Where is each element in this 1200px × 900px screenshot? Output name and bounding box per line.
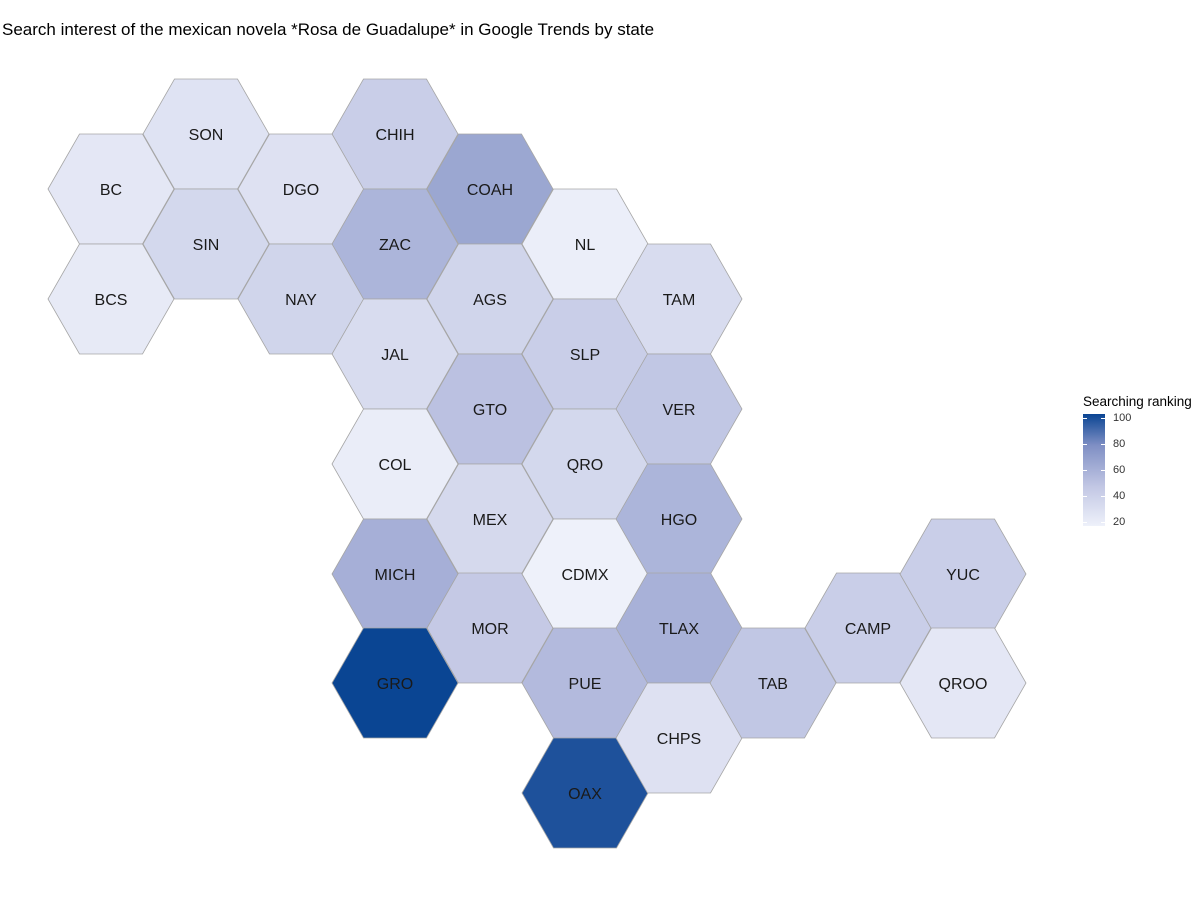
state-hex-col: COL bbox=[331, 408, 459, 520]
state-label: COAH bbox=[467, 182, 513, 199]
state-label: QROO bbox=[939, 676, 988, 693]
state-label: HGO bbox=[661, 512, 697, 529]
state-label: MICH bbox=[375, 567, 416, 584]
legend-color-bar bbox=[1083, 414, 1105, 526]
state-hex-shape bbox=[47, 243, 175, 355]
state-label: SON bbox=[189, 127, 224, 144]
state-hex-gro: GRO bbox=[331, 627, 459, 739]
state-hex-tlax: TLAX bbox=[615, 572, 743, 684]
state-label: CAMP bbox=[845, 621, 891, 638]
state-label: GRO bbox=[377, 676, 413, 693]
state-label: CHPS bbox=[657, 731, 701, 748]
state-label: NAY bbox=[285, 292, 317, 309]
state-hex-shape bbox=[709, 627, 837, 739]
legend-tick-label: 60 bbox=[1113, 464, 1126, 476]
legend-body: 100 80 60 40 20 bbox=[1083, 412, 1200, 528]
state-label: SLP bbox=[570, 347, 600, 364]
state-hex-slp: SLP bbox=[521, 298, 649, 410]
legend: Searching ranking 100 80 60 40 20 bbox=[1083, 394, 1200, 528]
state-hex-yuc: YUC bbox=[899, 518, 1027, 630]
state-hex-sin: SIN bbox=[142, 188, 270, 300]
state-label: QRO bbox=[567, 457, 603, 474]
state-label: DGO bbox=[283, 182, 319, 199]
state-label: JAL bbox=[381, 347, 409, 364]
state-label: CHIH bbox=[375, 127, 414, 144]
state-hex-shape bbox=[142, 188, 270, 300]
state-hex-shape bbox=[331, 627, 459, 739]
state-label: PUE bbox=[569, 676, 602, 693]
state-label: AGS bbox=[473, 292, 507, 309]
hex-map: BC BCS SON SIN DGO NAY CHIH ZAC JAL COL MICH GRO COA… bbox=[47, 78, 1027, 849]
state-label: MEX bbox=[473, 512, 508, 529]
state-label: VER bbox=[663, 402, 696, 419]
state-hex-chps: CHPS bbox=[615, 682, 743, 794]
state-hex-qroo: QROO bbox=[899, 627, 1027, 739]
state-label: TLAX bbox=[659, 621, 699, 638]
state-hex-nay: NAY bbox=[237, 243, 365, 355]
state-label: SIN bbox=[193, 237, 220, 254]
state-label: NL bbox=[575, 237, 596, 254]
state-hex-camp: CAMP bbox=[804, 572, 932, 684]
state-label: TAB bbox=[758, 676, 788, 693]
legend-tick-label: 20 bbox=[1113, 516, 1126, 528]
state-label: CDMX bbox=[561, 567, 608, 584]
legend-tick-label: 80 bbox=[1113, 438, 1126, 450]
state-label: BC bbox=[100, 182, 122, 199]
state-label: BCS bbox=[95, 292, 128, 309]
state-hex-zac: ZAC bbox=[331, 188, 459, 300]
state-label: COL bbox=[379, 457, 412, 474]
state-hex-tam: TAM bbox=[615, 243, 743, 355]
chart-title: Search interest of the mexican novela *R… bbox=[2, 20, 655, 39]
state-label: YUC bbox=[946, 567, 980, 584]
state-label: OAX bbox=[568, 786, 602, 803]
state-hex-shape bbox=[899, 627, 1027, 739]
state-label: TAM bbox=[663, 292, 696, 309]
state-hex-mex: MEX bbox=[426, 463, 554, 575]
legend-tick-label: 100 bbox=[1113, 412, 1132, 424]
state-label: ZAC bbox=[379, 237, 411, 254]
state-label: GTO bbox=[473, 402, 507, 419]
legend-tick-label: 40 bbox=[1113, 490, 1126, 502]
state-hex-bcs: BCS bbox=[47, 243, 175, 355]
state-label: MOR bbox=[471, 621, 508, 638]
legend-title: Searching ranking bbox=[1083, 394, 1192, 409]
state-hex-tab: TAB bbox=[709, 627, 837, 739]
